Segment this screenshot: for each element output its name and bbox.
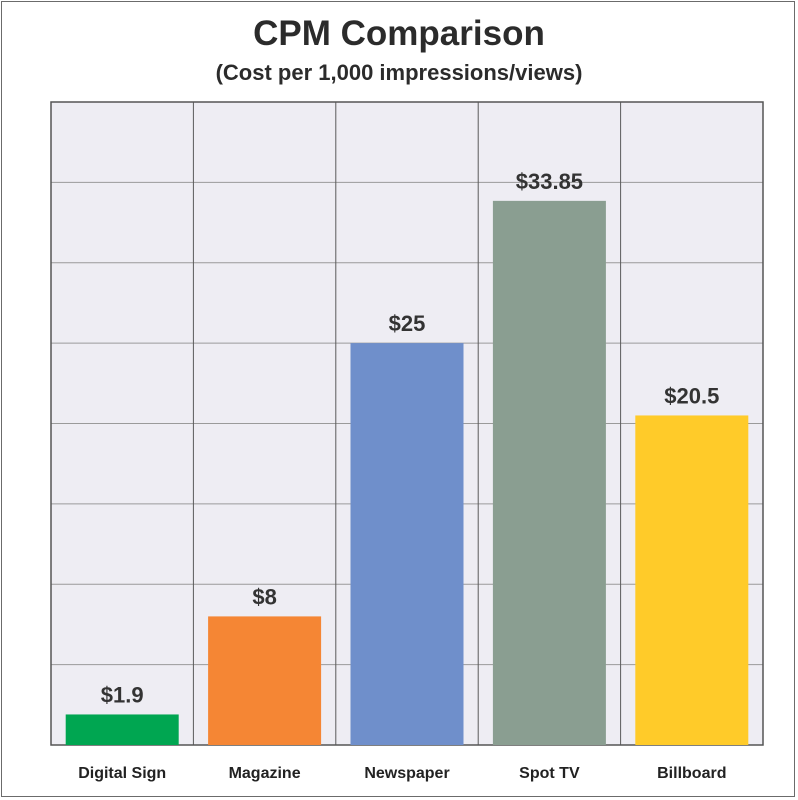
x-tick-label: Magazine <box>229 765 301 782</box>
data-label: $20.5 <box>664 383 719 408</box>
x-tick-label: Newspaper <box>364 765 449 782</box>
x-tick-label: Billboard <box>657 765 726 782</box>
bar-digital-sign <box>65 714 179 745</box>
bar-newspaper <box>350 343 464 745</box>
chart-title: CPM Comparison <box>253 14 545 53</box>
data-label: $8 <box>252 584 276 609</box>
x-tick-label: Digital Sign <box>78 765 166 782</box>
data-label: $1.9 <box>101 682 144 707</box>
x-tick-label: Spot TV <box>519 765 580 782</box>
bar-billboard <box>635 415 749 745</box>
bar-spot-tv <box>492 200 606 745</box>
data-label: $25 <box>389 311 426 336</box>
data-label: $33.85 <box>516 169 583 194</box>
bar-magazine <box>208 616 322 745</box>
chart-subtitle: (Cost per 1,000 impressions/views) <box>215 60 583 85</box>
